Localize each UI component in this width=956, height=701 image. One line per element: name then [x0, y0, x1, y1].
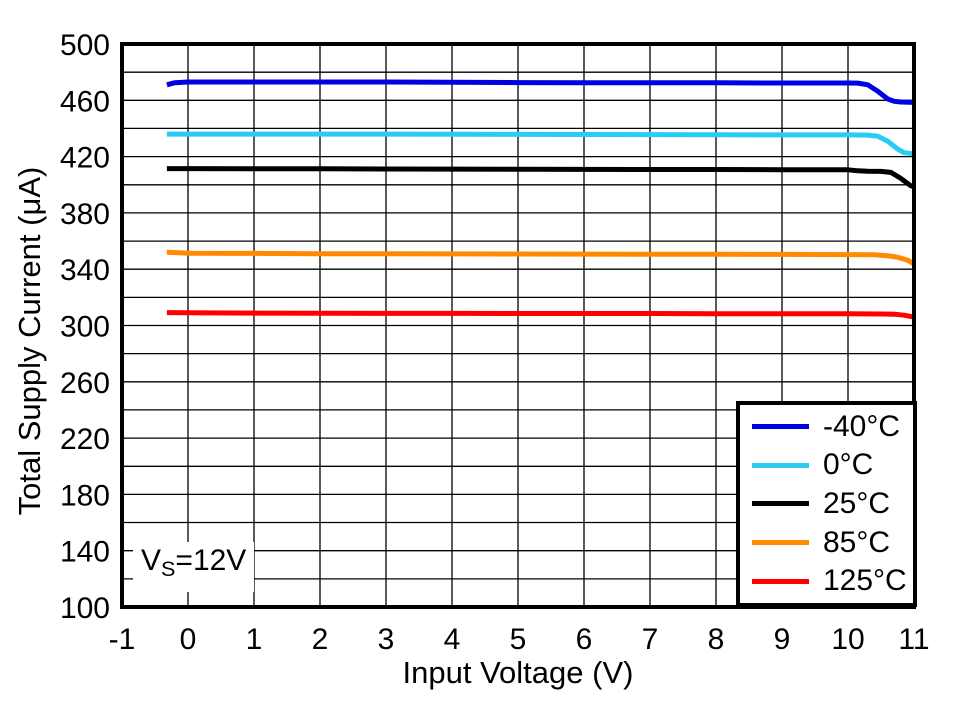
legend-label: 125°C	[823, 564, 907, 598]
y-tick-label: 260	[60, 367, 110, 400]
annotation-suffix: =12V	[175, 544, 247, 577]
y-tick-label: 460	[60, 85, 110, 118]
legend: -40°C 0°C 25°C 85°C 125°C	[736, 401, 917, 607]
y-tick-label: 340	[60, 254, 110, 287]
curve-125c	[166, 310, 915, 320]
x-tick-label: 6	[576, 623, 593, 656]
y-tick-label: 220	[60, 423, 110, 456]
y-tick-label: 100	[60, 592, 110, 625]
y-axis-title: Total Supply Current (μA)	[12, 166, 47, 516]
curve-25c	[166, 166, 915, 190]
legend-label: -40°C	[823, 409, 901, 443]
legend-item: 85°C	[752, 526, 913, 560]
x-tick-label: 5	[510, 623, 527, 656]
legend-label: 25°C	[823, 486, 891, 520]
x-tick-label: 7	[642, 623, 659, 656]
y-tick-label: 140	[60, 536, 110, 569]
x-tick-label: 8	[708, 623, 725, 656]
legend-line-swatch	[752, 462, 809, 468]
legend-line-swatch	[752, 540, 809, 546]
supply-voltage-annotation: VS=12V	[133, 542, 255, 593]
legend-item: 0°C	[752, 448, 913, 482]
legend-label: 85°C	[823, 525, 891, 559]
y-tick-label: 420	[60, 142, 110, 175]
x-tick-label: 10	[831, 623, 864, 656]
annotation-subscript: S	[161, 556, 176, 582]
x-tick-label: 11	[898, 623, 929, 656]
curve-85c	[166, 249, 916, 267]
x-tick-label: 2	[312, 623, 329, 656]
curve--40c	[166, 79, 915, 105]
legend-item: 25°C	[752, 487, 913, 521]
annotation-prefix: V	[141, 544, 162, 577]
legend-label: 0°C	[823, 448, 874, 482]
y-tick-label: 380	[60, 198, 110, 231]
y-tick-label: 500	[60, 29, 110, 62]
x-tick-label: -1	[109, 623, 136, 656]
x-tick-label: 4	[444, 623, 461, 656]
legend-line-swatch	[752, 424, 809, 430]
legend-line-swatch	[752, 501, 809, 507]
x-tick-label: 3	[378, 623, 395, 656]
y-tick-label: 300	[60, 311, 110, 344]
y-tick-label: 180	[60, 479, 110, 512]
legend-item: 125°C	[752, 564, 913, 598]
legend-line-swatch	[752, 578, 809, 584]
x-tick-label: 1	[246, 623, 263, 656]
x-tick-label: 0	[180, 623, 197, 656]
x-tick-label: 9	[774, 623, 791, 656]
legend-item: -40°C	[752, 410, 913, 444]
plot-frame	[120, 42, 916, 609]
x-axis-title: Input Voltage (V)	[402, 655, 634, 690]
curve-0c	[166, 131, 915, 157]
